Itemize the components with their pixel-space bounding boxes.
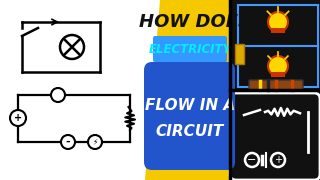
Circle shape — [60, 35, 84, 59]
Text: FLOW IN A: FLOW IN A — [145, 98, 235, 112]
Circle shape — [61, 135, 75, 149]
Text: +: + — [14, 113, 22, 123]
Circle shape — [268, 12, 288, 32]
Circle shape — [268, 56, 288, 76]
Text: ELECTRICITY: ELECTRICITY — [148, 42, 231, 55]
Bar — [230, 0, 320, 90]
Text: HOW DOES: HOW DOES — [139, 13, 251, 31]
Circle shape — [51, 88, 65, 102]
Bar — [271, 72, 285, 77]
FancyBboxPatch shape — [144, 62, 235, 170]
Bar — [235, 44, 244, 64]
FancyBboxPatch shape — [249, 80, 303, 91]
FancyBboxPatch shape — [153, 36, 227, 62]
Text: ⚡: ⚡ — [92, 137, 98, 146]
Bar — [230, 92, 320, 180]
Text: -: - — [66, 137, 70, 147]
Bar — [271, 28, 285, 33]
Text: +: + — [274, 155, 282, 165]
Text: CIRCUIT: CIRCUIT — [156, 125, 224, 140]
Text: −: − — [247, 155, 257, 165]
Circle shape — [10, 110, 26, 126]
Polygon shape — [0, 0, 160, 180]
Circle shape — [88, 135, 102, 149]
